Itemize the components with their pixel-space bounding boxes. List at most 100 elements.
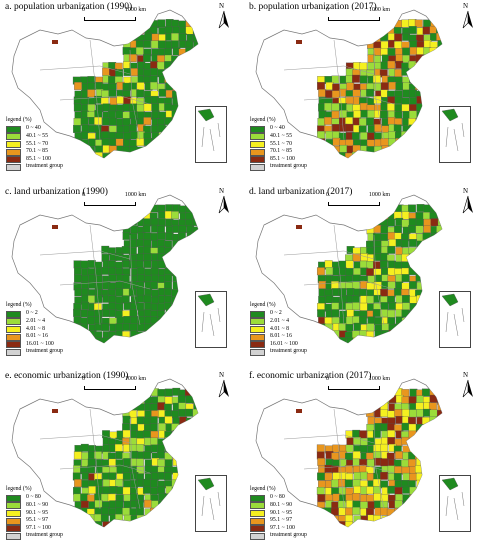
legend-item: 80.1 ~ 90 xyxy=(6,502,63,510)
region-cell xyxy=(193,387,198,396)
region-cell xyxy=(388,515,397,524)
region-cell xyxy=(338,323,347,332)
region-cell xyxy=(135,47,144,55)
region-cell xyxy=(429,302,438,311)
legend-item: 70.1 ~ 85 xyxy=(6,148,63,156)
legend-swatch xyxy=(6,509,21,517)
region-cell xyxy=(331,302,340,311)
region-cell xyxy=(157,458,166,467)
region-cell xyxy=(192,260,198,269)
region-cell xyxy=(158,522,166,527)
region-cell xyxy=(150,218,159,226)
region-cell xyxy=(200,69,208,77)
legend-label: 95.1 ~ 97 xyxy=(270,517,292,524)
region-cell xyxy=(324,102,333,111)
scale-start-label: 0 xyxy=(82,376,85,382)
region-cell xyxy=(430,233,439,241)
province-boundary xyxy=(283,434,375,444)
region-cell xyxy=(108,89,117,98)
region-cell xyxy=(332,131,341,140)
region-cell xyxy=(115,500,124,508)
region-cell xyxy=(394,69,403,77)
region-cell xyxy=(372,27,381,35)
region-cell xyxy=(157,450,165,459)
legend-label: 0 ~ 2 xyxy=(270,310,282,317)
region-cell xyxy=(423,282,432,291)
region-cell xyxy=(430,493,439,502)
legend-item: 16.01 ~ 100 xyxy=(250,341,307,349)
region-cell xyxy=(443,444,451,452)
region-cell xyxy=(367,62,376,71)
region-cell xyxy=(179,160,187,168)
region-cell xyxy=(429,152,437,158)
region-cell xyxy=(94,322,103,331)
region-cell xyxy=(185,473,194,482)
region-cell xyxy=(108,131,117,140)
region-cell xyxy=(402,294,410,303)
region-cell xyxy=(201,425,209,433)
region-cell xyxy=(352,337,361,343)
region-cell xyxy=(94,124,103,133)
region-cell xyxy=(165,254,174,262)
region-cell xyxy=(372,430,381,438)
region-cell xyxy=(151,110,160,119)
region-cell xyxy=(192,218,198,226)
region-cell xyxy=(94,295,103,303)
region-cell xyxy=(443,261,451,269)
region-cell xyxy=(386,508,395,517)
legend-label: treatment group xyxy=(270,348,307,355)
region-cell xyxy=(394,153,402,158)
region-cell xyxy=(73,146,82,154)
region-cell xyxy=(444,90,452,98)
region-cell xyxy=(408,317,417,326)
region-cell xyxy=(163,500,172,509)
legend-label: treatment group xyxy=(26,348,63,355)
region-cell xyxy=(409,486,418,495)
region-cell xyxy=(150,437,158,446)
region-cell xyxy=(423,493,432,502)
region-cell xyxy=(415,211,424,220)
region-cell xyxy=(374,160,382,168)
region-cell xyxy=(150,267,159,276)
region-cell xyxy=(393,473,402,481)
region-cell xyxy=(422,345,430,353)
region-cell xyxy=(372,75,381,83)
legend-item: 95.1 ~ 97 xyxy=(6,517,63,525)
region-cell xyxy=(157,232,166,240)
region-cell xyxy=(395,529,403,537)
legend-title: legend (%) xyxy=(250,116,276,123)
region-cell xyxy=(436,261,442,270)
region-cell xyxy=(366,508,374,516)
region-cell xyxy=(151,153,160,158)
region-cell xyxy=(143,245,152,254)
legend-swatch xyxy=(250,509,265,517)
region-cell xyxy=(430,60,439,69)
region-cell xyxy=(330,281,339,289)
region-cell xyxy=(401,204,410,213)
province-boundary xyxy=(89,408,101,510)
region-cell xyxy=(367,26,376,35)
region-cell xyxy=(151,515,159,523)
legend-swatch xyxy=(250,525,265,533)
legend-item: treatment group xyxy=(6,348,63,356)
region-cell xyxy=(423,145,432,154)
region-cell xyxy=(429,54,438,63)
region-cell xyxy=(136,416,145,425)
region-cell xyxy=(436,205,442,214)
region-cell xyxy=(367,159,375,167)
region-cell xyxy=(186,515,194,523)
region-cell xyxy=(158,492,166,501)
region-cell xyxy=(394,508,403,516)
region-cell xyxy=(345,444,354,453)
region-cell xyxy=(101,131,110,140)
region-cell xyxy=(359,302,368,311)
region-cell xyxy=(430,465,439,474)
region-cell xyxy=(129,139,138,148)
region-cell xyxy=(186,275,194,284)
region-cell xyxy=(186,431,195,440)
region-cell xyxy=(171,330,180,339)
region-cell xyxy=(130,479,139,488)
region-cell xyxy=(164,331,173,340)
region-cell xyxy=(108,295,117,304)
region-cell xyxy=(201,453,209,461)
